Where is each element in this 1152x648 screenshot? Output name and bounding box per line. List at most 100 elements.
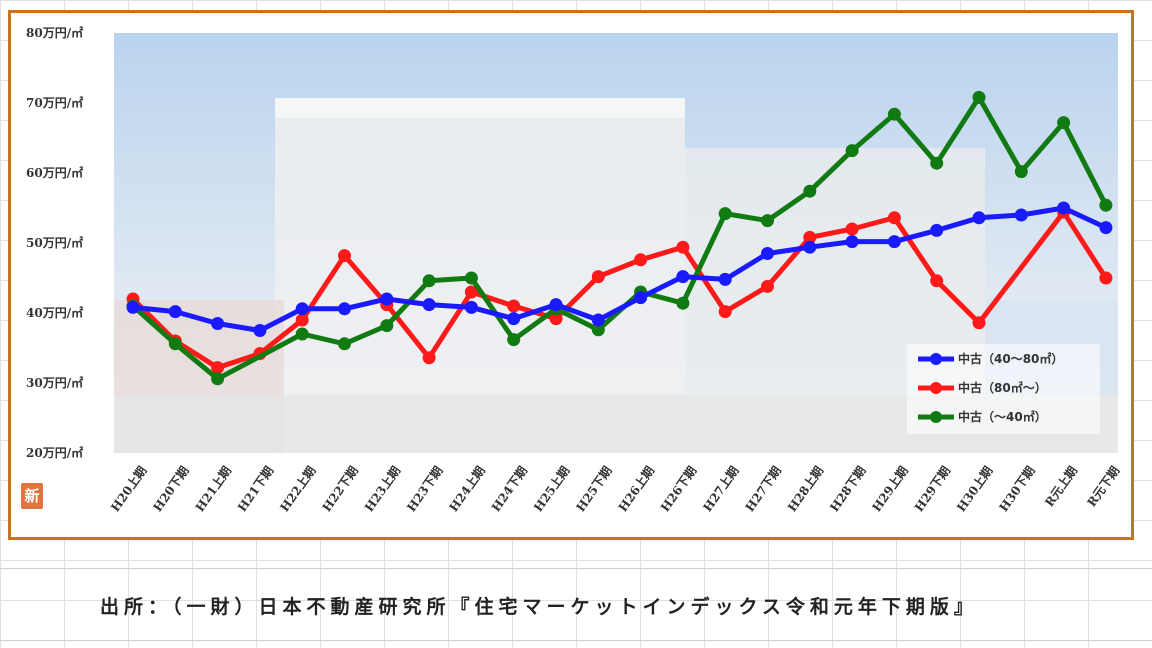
data-point	[211, 372, 225, 386]
data-point	[845, 144, 859, 158]
data-point	[380, 292, 394, 306]
data-point	[718, 272, 732, 286]
x-tick-label: H22上期	[277, 463, 319, 514]
data-point	[422, 298, 436, 312]
y-tick-label: 40万円/㎡	[26, 305, 83, 320]
x-tick-label: H21上期	[192, 463, 234, 514]
data-point	[338, 337, 351, 351]
x-tick-label: H30上期	[953, 463, 995, 514]
data-point	[761, 214, 774, 228]
y-tick-label: 80万円/㎡	[26, 25, 83, 40]
data-point	[887, 107, 901, 121]
source-note: 出所：（一財）日本不動産研究所『住宅マーケットインデックス令和元年下期版』	[100, 596, 978, 618]
data-point	[464, 271, 478, 285]
data-point	[549, 312, 563, 326]
plot-area-photo-background	[114, 33, 1118, 453]
data-point	[930, 274, 944, 288]
y-tick-label: 20万円/㎡	[26, 445, 83, 460]
data-point	[295, 302, 309, 316]
data-point	[464, 285, 478, 299]
data-point	[845, 222, 859, 236]
data-point	[972, 316, 986, 330]
data-point	[422, 351, 436, 365]
data-point	[803, 184, 817, 198]
x-tick-label: R元下期	[1084, 463, 1123, 509]
data-point	[1057, 116, 1071, 130]
sheet-divider-line	[0, 568, 1152, 569]
x-tick-label: H28下期	[826, 463, 868, 514]
data-point	[676, 296, 690, 310]
legend-label: 中古（40～80㎡）	[958, 351, 1063, 366]
x-tick-label: H25下期	[573, 463, 615, 514]
y-tick-label: 30万円/㎡	[26, 375, 83, 390]
sheet-divider-line	[0, 640, 1152, 641]
data-point	[930, 223, 944, 237]
data-point	[634, 253, 648, 267]
data-point	[676, 240, 690, 254]
data-point	[634, 291, 648, 305]
x-tick-label: H27下期	[742, 463, 784, 514]
data-point	[972, 211, 986, 225]
x-tick-label: H22下期	[319, 463, 361, 514]
y-axis: 80万円/㎡ 70万円/㎡ 60万円/㎡ 50万円/㎡ 40万円/㎡ 30万円/㎡ 20万円…	[26, 25, 83, 460]
x-tick-label: H30下期	[996, 463, 1038, 514]
x-tick-label: H29上期	[869, 463, 911, 514]
data-point	[803, 240, 817, 254]
x-tick-label: H26下期	[657, 463, 699, 514]
data-point	[591, 313, 605, 327]
data-point	[591, 323, 605, 337]
data-point	[887, 211, 901, 225]
data-point	[338, 249, 351, 263]
y-tick-label: 70万円/㎡	[26, 95, 83, 110]
y-tick-label: 60万円/㎡	[26, 165, 83, 180]
x-tick-label: H23下期	[403, 463, 445, 514]
x-tick-label: H26上期	[615, 463, 657, 514]
x-axis: H20上期 H20下期 H21上期 H21下期 H22上期 H22下期 H23上期 H23下期…	[107, 463, 1122, 514]
data-point	[507, 333, 521, 347]
legend-swatch-marker	[930, 353, 942, 365]
series-0	[126, 201, 1113, 337]
x-tick-label: H27上期	[700, 463, 742, 514]
data-point	[1099, 221, 1113, 235]
data-point	[507, 312, 521, 326]
data-point	[295, 313, 309, 327]
x-tick-label: H23上期	[361, 463, 403, 514]
x-tick-label: H21下期	[234, 463, 276, 514]
data-point	[761, 279, 774, 293]
x-tick-label: H20下期	[150, 463, 192, 514]
x-tick-label: H24下期	[488, 463, 530, 514]
data-point	[845, 235, 859, 249]
series-layer	[126, 90, 1113, 386]
data-point	[761, 247, 774, 260]
data-point	[507, 299, 521, 313]
data-point	[211, 361, 225, 375]
data-point	[718, 207, 732, 221]
series-line	[130, 205, 1109, 333]
legend-swatch-marker	[930, 411, 942, 423]
data-point	[211, 317, 225, 330]
data-point	[295, 327, 309, 341]
legend-label: 中古（80㎡～）	[958, 380, 1047, 395]
data-point	[803, 230, 817, 244]
legend-swatch-marker	[930, 382, 942, 394]
x-tick-label: H28上期	[784, 463, 826, 514]
data-point	[1099, 271, 1113, 285]
data-point	[126, 300, 140, 314]
data-point	[168, 337, 182, 351]
data-point	[1014, 165, 1028, 179]
data-point	[972, 90, 986, 104]
x-tick-label: H24上期	[446, 463, 488, 514]
data-point	[253, 324, 267, 337]
data-point	[591, 270, 605, 284]
legend-label: 中古（～40㎡）	[958, 409, 1047, 424]
legend: 中古（40～80㎡） 中古（80㎡～） 中古（～40㎡）	[907, 344, 1100, 434]
new-badge-icon: 新	[21, 483, 43, 509]
data-point	[718, 305, 732, 319]
data-point	[1099, 198, 1113, 212]
data-point	[380, 319, 394, 333]
data-point	[168, 305, 182, 319]
y-tick-label: 50万円/㎡	[26, 235, 83, 250]
data-point	[930, 156, 944, 170]
x-tick-label: H20上期	[107, 463, 149, 514]
data-point	[1014, 208, 1028, 222]
